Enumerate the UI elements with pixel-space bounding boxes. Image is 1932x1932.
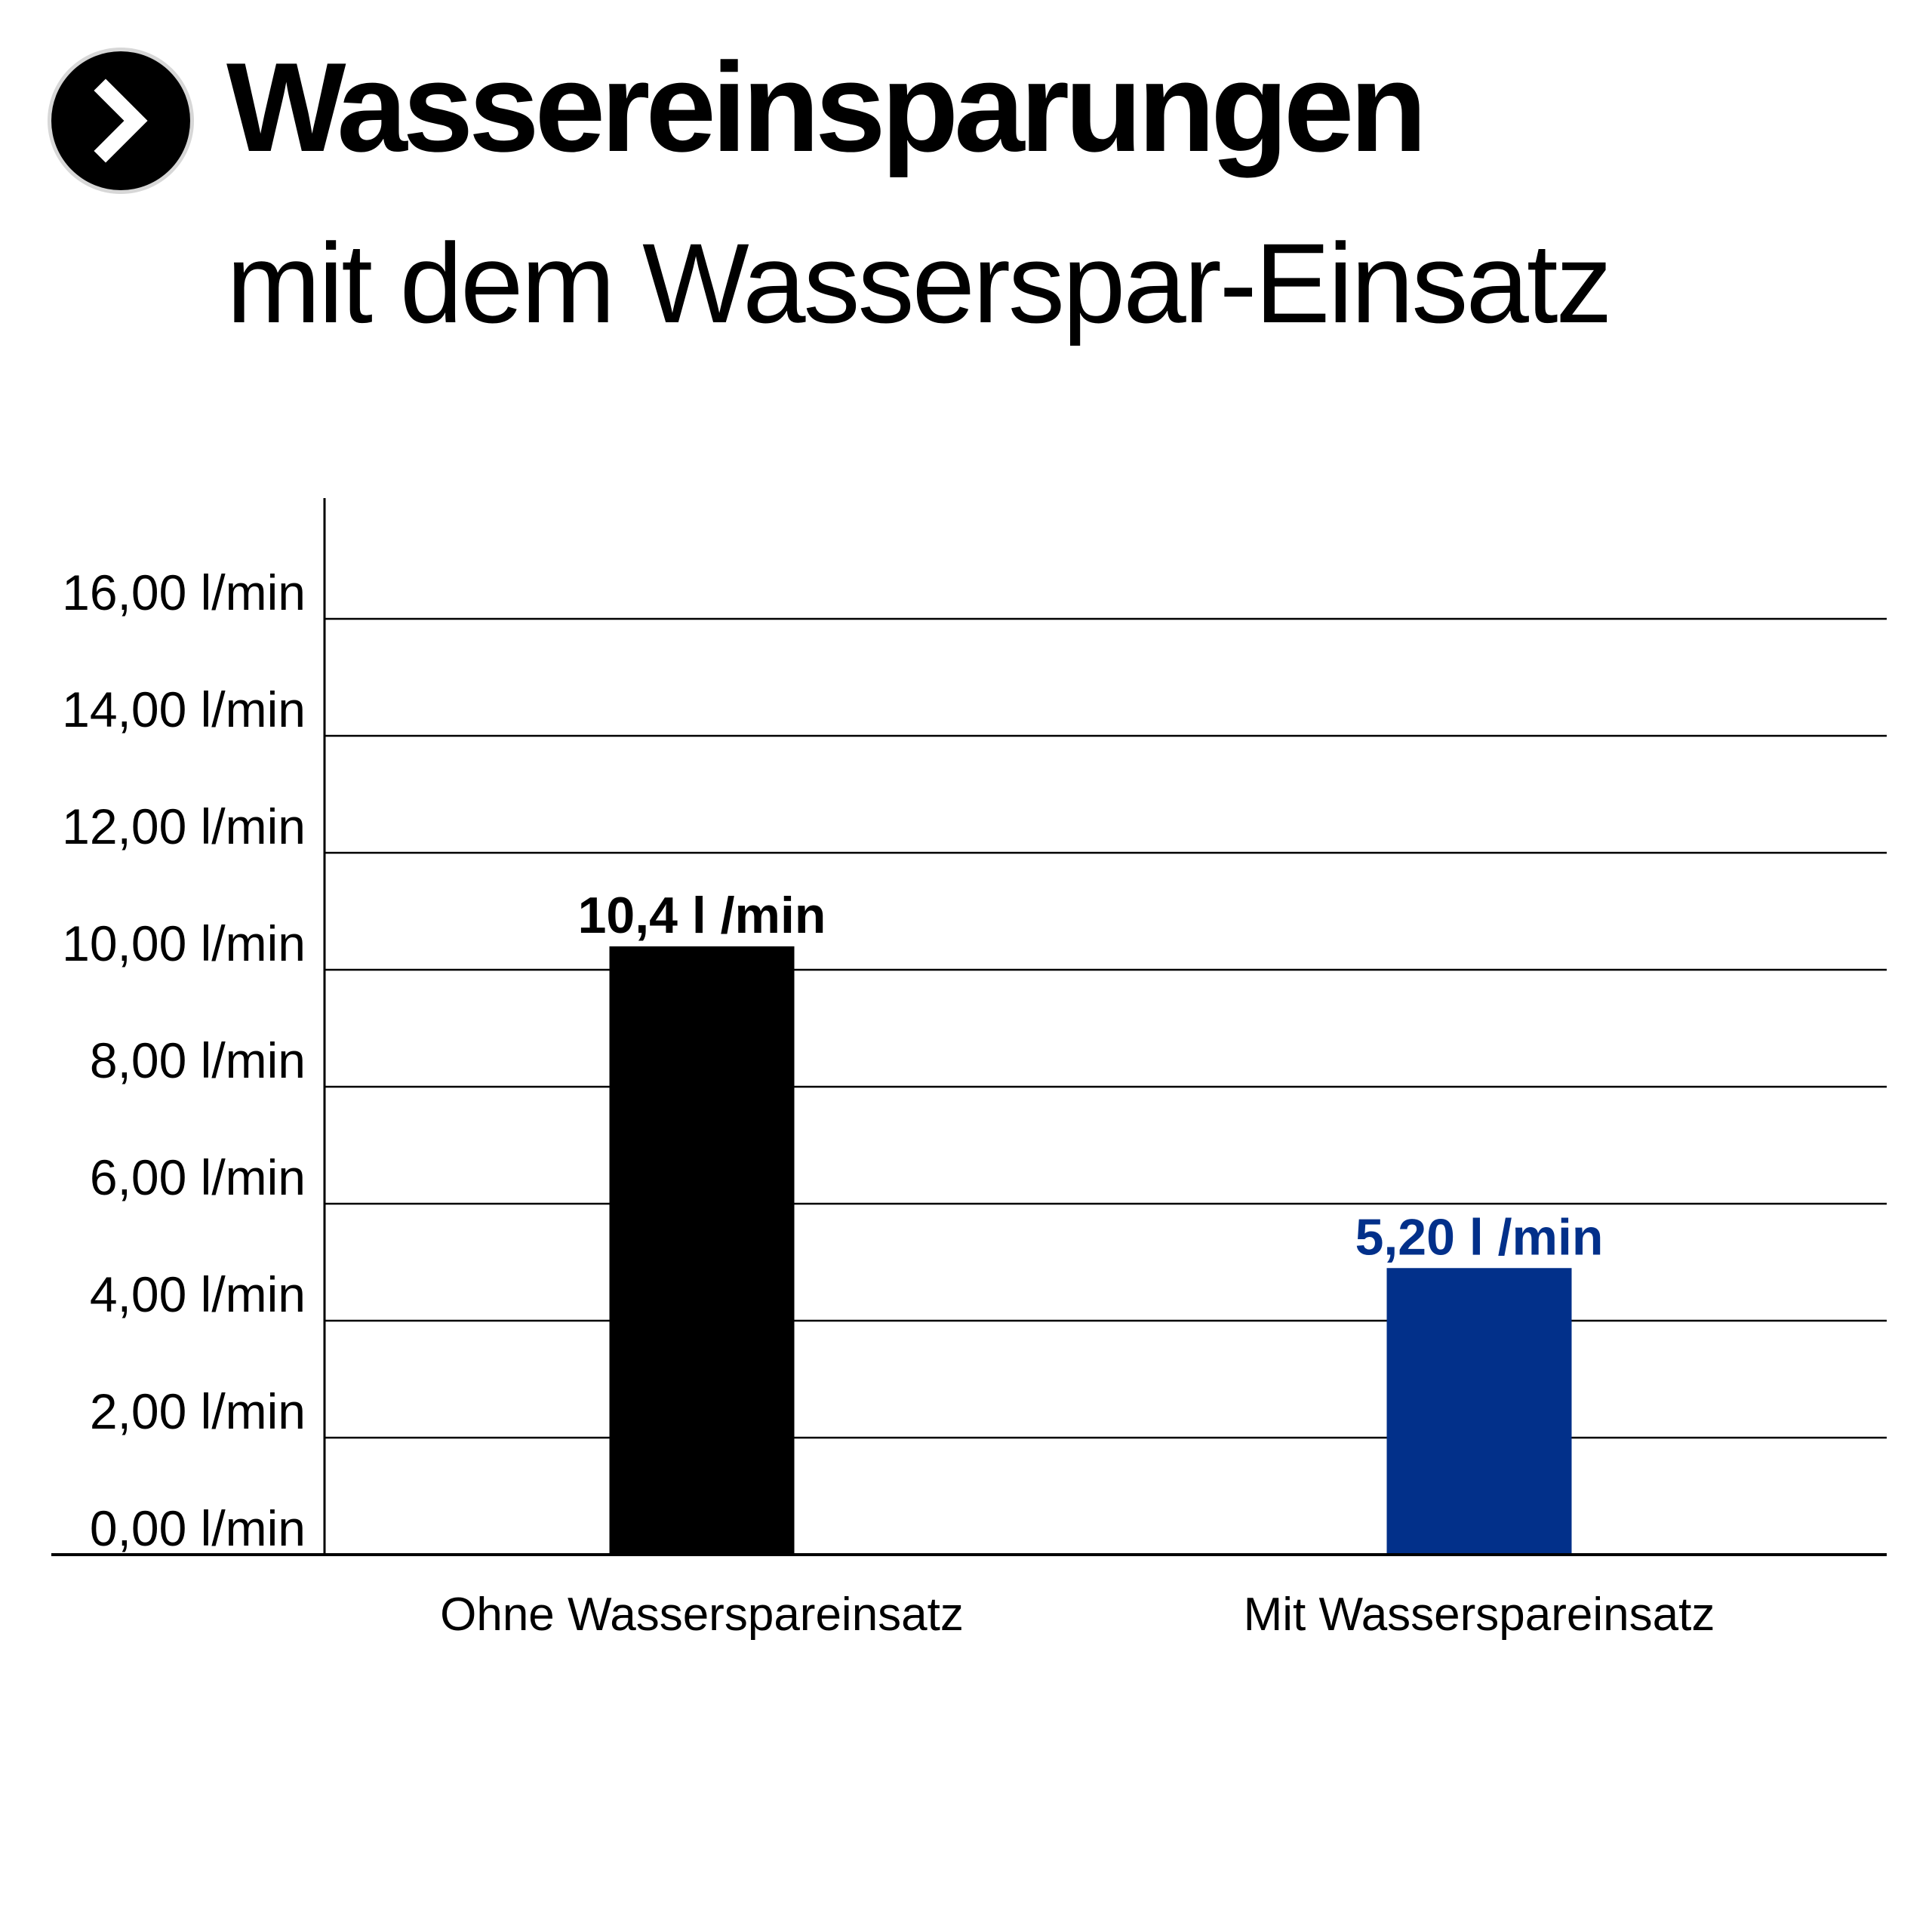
y-tick-label: 14,00 l/min	[62, 681, 306, 737]
x-category-label: Ohne Wasserspareinsatz	[440, 1589, 964, 1641]
x-category-label: Mit Wasserspareinsatz	[1244, 1589, 1715, 1641]
y-tick-label: 12,00 l/min	[62, 798, 306, 854]
y-tick-label: 6,00 l/min	[90, 1149, 306, 1205]
chart-header: Wassereinsparungen mit dem Wasserspar-Ei…	[0, 0, 1932, 392]
chevron-right-icon	[51, 51, 190, 190]
chart-subtitle: mit dem Wasserspar-Einsatz	[226, 220, 1613, 346]
y-tick-label: 16,00 l/min	[62, 565, 306, 620]
y-tick-label: 10,00 l/min	[62, 915, 306, 971]
y-tick-label: 0,00 l/min	[90, 1500, 306, 1556]
y-tick-label: 8,00 l/min	[90, 1032, 306, 1088]
chart-title: Wassereinsparungen	[226, 36, 1427, 178]
bar-chart: 0,00 l/min 2,00 l/min 4,00 l/min 6,00 l/min…	[51, 498, 1887, 1641]
bar-data-label: 10,4 l /min	[578, 887, 826, 944]
bar	[609, 946, 795, 1555]
y-tick-label: 2,00 l/min	[90, 1383, 306, 1439]
bar-data-label: 5,20 l /min	[1355, 1208, 1604, 1266]
bar	[1386, 1268, 1572, 1555]
y-tick-label: 4,00 l/min	[90, 1266, 306, 1322]
